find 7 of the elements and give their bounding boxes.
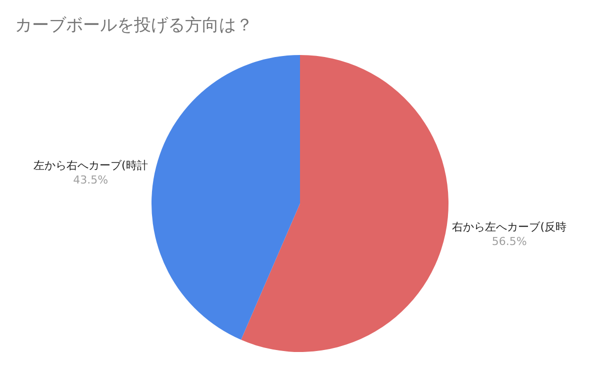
data-label: 43.5%: [73, 173, 108, 186]
slice-label: 左から右へカーブ(時計: [33, 159, 148, 172]
pie-slice: [241, 55, 448, 352]
data-label: 56.5%: [492, 234, 527, 248]
slice-label: 右から左へカーブ(反時: [452, 220, 567, 234]
chart-title: カーブボールを投げる方向は？: [15, 15, 253, 36]
pie-slice: [152, 55, 300, 340]
